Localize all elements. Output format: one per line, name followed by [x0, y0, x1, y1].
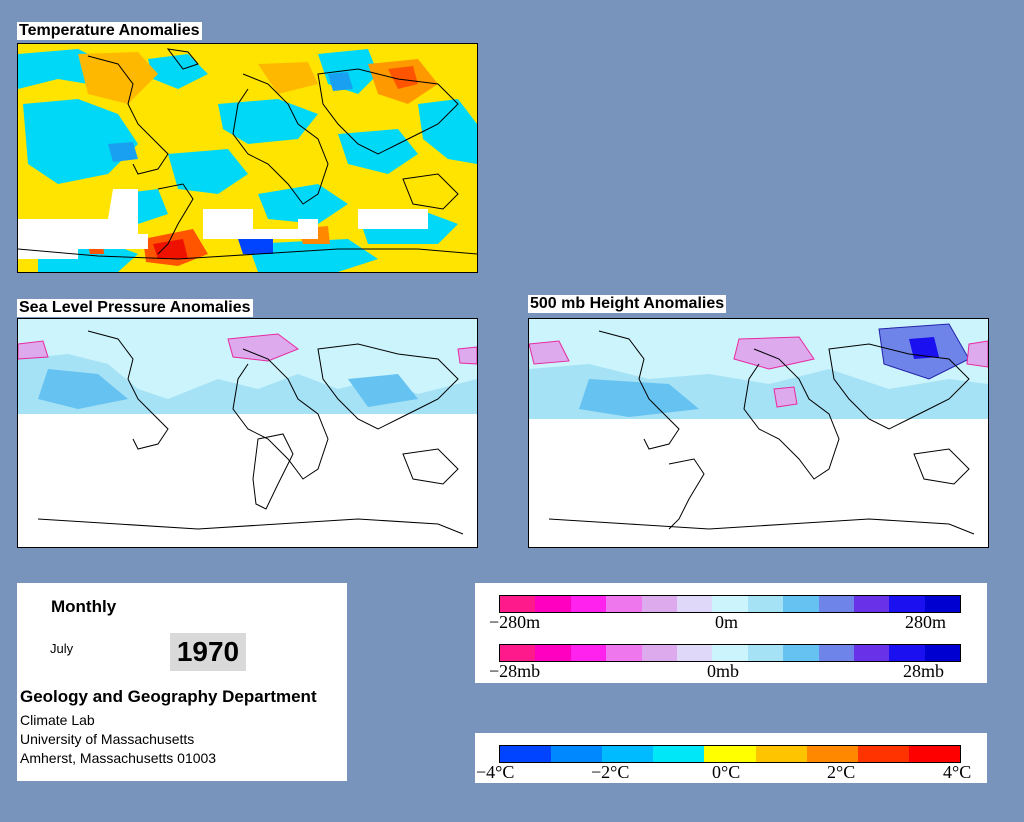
height-mid-label: 0m: [715, 612, 739, 632]
temp-color-swatch: [704, 746, 756, 762]
height-color-swatch: [676, 596, 713, 612]
temp-color-swatch: [653, 746, 705, 762]
height-color-swatch: [570, 596, 607, 612]
pressure-color-swatch: [924, 645, 961, 661]
pressure-color-swatch: [783, 645, 819, 661]
temp-tick-4: 4°C: [943, 762, 972, 782]
pressure-color-swatch: [606, 645, 642, 661]
year-label: 1970: [170, 633, 246, 671]
temp-color-swatch: [500, 746, 552, 762]
temperature-colorbar: [499, 745, 961, 763]
temp-color-swatch: [857, 746, 909, 762]
pressure-color-swatch: [853, 645, 890, 661]
height-color-swatch: [712, 596, 748, 612]
temp-color-swatch: [908, 746, 960, 762]
pressure-color-swatch: [889, 645, 925, 661]
height-color-swatch: [818, 596, 854, 612]
height-color-swatch: [924, 596, 961, 612]
height-min-label: −280m: [489, 612, 541, 632]
temperature-map-title: Temperature Anomalies: [17, 22, 202, 40]
pressure-color-swatch: [570, 645, 607, 661]
lab-name: Climate Lab: [20, 712, 95, 728]
temp-tick-neg4: −4°C: [476, 762, 515, 782]
anomaly-legend: −280m 0m 280m −28mb 0mb 28mb: [475, 583, 987, 683]
temp-color-swatch: [602, 746, 654, 762]
university-name: University of Massachusetts: [20, 731, 195, 747]
temp-tick-neg2: −2°C: [591, 762, 630, 782]
height-color-swatch: [535, 596, 571, 612]
pressure-mid-label: 0mb: [707, 661, 740, 681]
height-color-swatch: [747, 596, 784, 612]
height-color-swatch: [500, 596, 536, 612]
pressure-color-swatch: [712, 645, 748, 661]
temperature-anomaly-map: [17, 43, 478, 273]
height-color-swatch: [606, 596, 642, 612]
address-line: Amherst, Massachusetts 01003: [20, 750, 217, 766]
slp-map-graphic: [18, 319, 477, 535]
height-colorbar: [499, 595, 961, 613]
height-color-swatch: [853, 596, 890, 612]
temp-color-swatch: [806, 746, 858, 762]
height-color-swatch: [889, 596, 925, 612]
info-panel: Monthly July 1970 Geology and Geography …: [17, 583, 347, 781]
pressure-color-swatch: [641, 645, 677, 661]
slp-anomaly-map: [17, 318, 478, 548]
pressure-min-label: −28mb: [489, 661, 541, 681]
height-map-graphic: [529, 319, 988, 535]
height-color-swatch: [641, 596, 677, 612]
slp-map-title: Sea Level Pressure Anomalies: [17, 299, 253, 317]
height-color-swatch: [783, 596, 819, 612]
pressure-color-swatch: [676, 645, 713, 661]
temp-tick-2: 2°C: [827, 762, 856, 782]
department-name: Geology and Geography Department: [20, 687, 317, 706]
temperature-map-graphic: [18, 44, 477, 272]
height-anomaly-map: [528, 318, 989, 548]
temp-color-swatch: [551, 746, 603, 762]
height-max-label: 280m: [905, 612, 947, 632]
pressure-colorbar: [499, 644, 961, 662]
pressure-color-swatch: [747, 645, 784, 661]
month-label: July: [50, 641, 74, 656]
temperature-legend: −4°C −2°C 0°C 2°C 4°C: [475, 733, 987, 783]
frequency-label: Monthly: [51, 597, 117, 616]
pressure-color-swatch: [535, 645, 571, 661]
temp-tick-0: 0°C: [712, 762, 741, 782]
temp-color-swatch: [755, 746, 807, 762]
height-map-title: 500 mb Height Anomalies: [528, 295, 727, 313]
pressure-max-label: 28mb: [903, 661, 945, 681]
pressure-color-swatch: [500, 645, 536, 661]
pressure-color-swatch: [818, 645, 854, 661]
